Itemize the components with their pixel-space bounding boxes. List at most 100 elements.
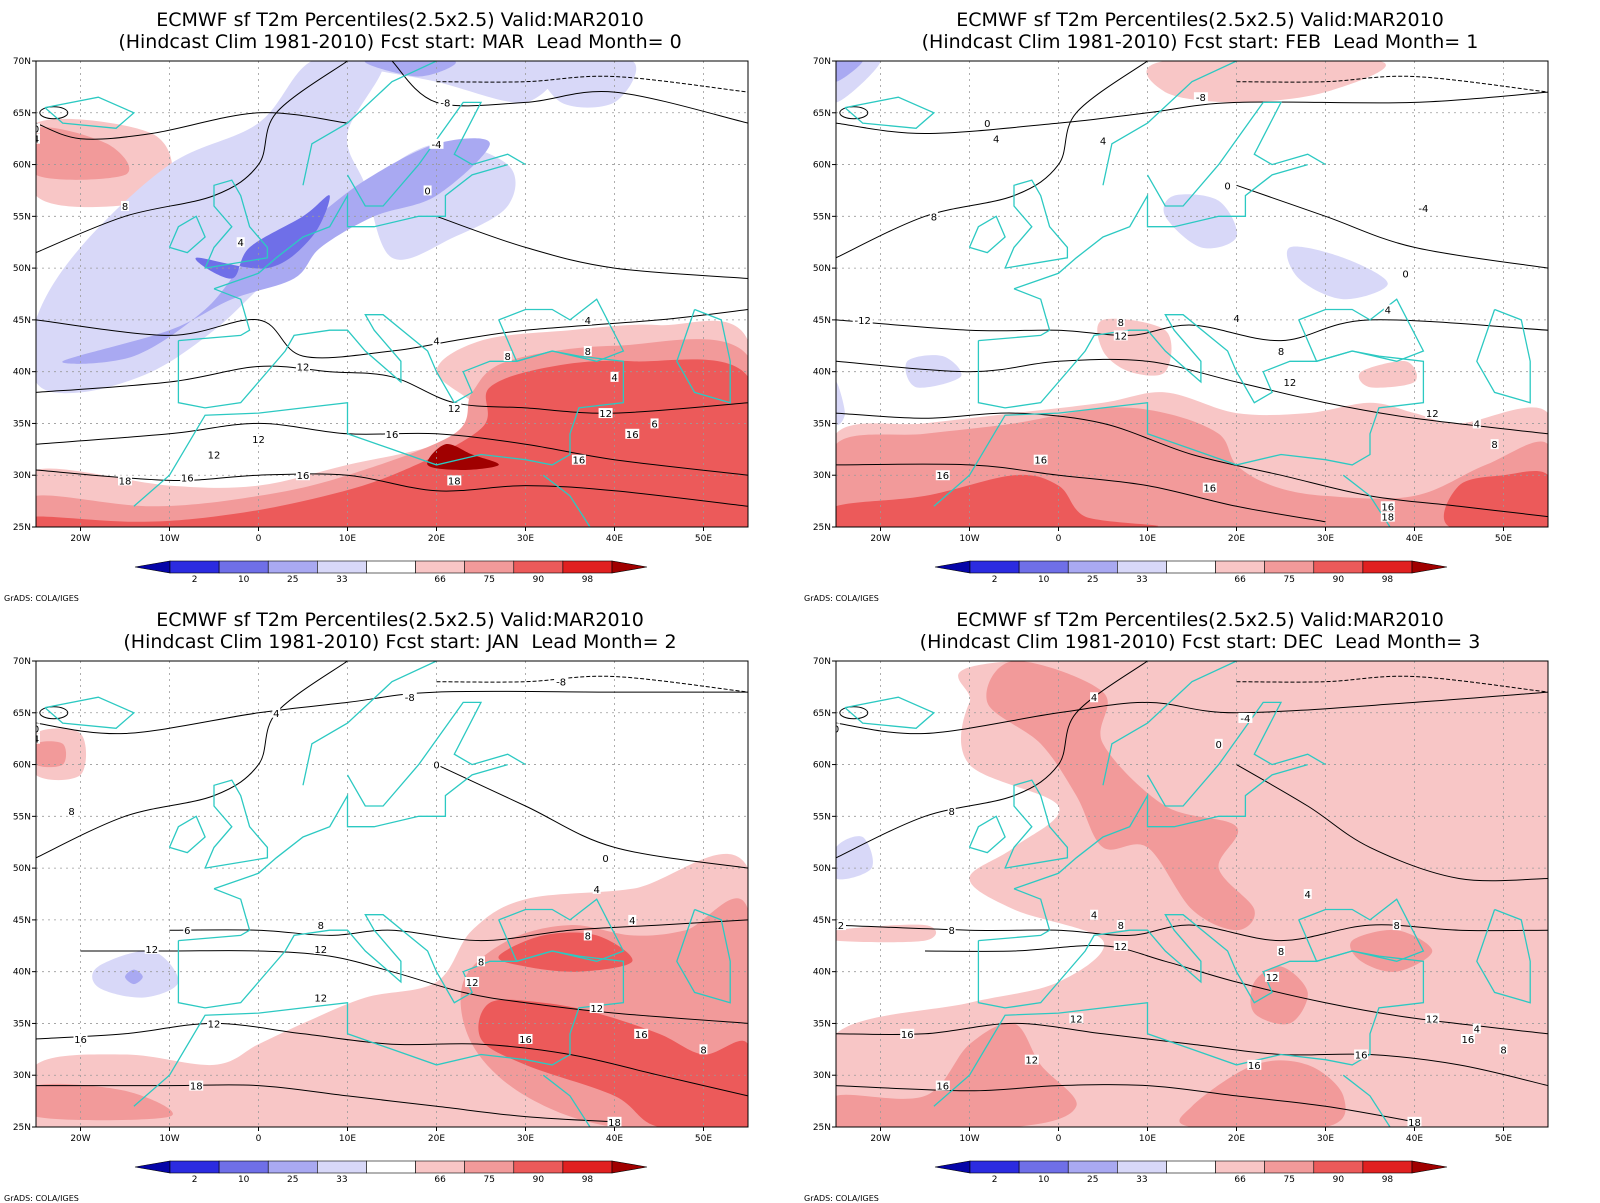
colorbar-label: 75 bbox=[483, 1175, 494, 1185]
colorbar-swatch bbox=[934, 1160, 971, 1174]
panel-title-line1: ECMWF sf T2m Percentiles(2.5x2.5) Valid:… bbox=[956, 9, 1444, 31]
coastline bbox=[1013, 163, 1308, 290]
contour-label: 12 bbox=[208, 451, 221, 462]
contour-label-bg bbox=[589, 1002, 604, 1013]
colorbar-swatch bbox=[169, 1160, 220, 1174]
contour-label-bg bbox=[935, 1080, 950, 1091]
contour-label: 8 bbox=[122, 202, 128, 213]
contour-label-bg bbox=[1113, 940, 1128, 951]
colorbar-label: 90 bbox=[1333, 575, 1345, 585]
contour-label: 0 bbox=[33, 724, 39, 735]
contour-label-bg bbox=[836, 920, 846, 931]
contour-label-bg bbox=[1460, 1033, 1475, 1044]
lat-tick-label: 55N bbox=[813, 212, 831, 222]
lat-tick-label: 70N bbox=[813, 657, 831, 667]
coastline bbox=[1102, 661, 1237, 786]
coastline bbox=[978, 288, 1051, 342]
contour-label-bg bbox=[207, 449, 221, 460]
percentile-shading bbox=[36, 741, 67, 768]
contour-label-bg bbox=[583, 314, 592, 325]
percentile-shading bbox=[1163, 194, 1238, 249]
colorbar-swatch bbox=[934, 560, 971, 574]
contour-label: 4 bbox=[273, 709, 279, 720]
lat-tick-label: 70N bbox=[813, 57, 831, 67]
coastline bbox=[1146, 101, 1326, 207]
coastline bbox=[968, 815, 1006, 854]
percentile-shading bbox=[836, 836, 873, 880]
colorbar-swatch bbox=[1117, 560, 1167, 574]
contour-label: 16 bbox=[1381, 502, 1394, 513]
map-panel-lead0: ECMWF sf T2m Percentiles(2.5x2.5) Valid:… bbox=[0, 0, 800, 603]
contour-label: 8 bbox=[1278, 947, 1284, 958]
contour-label: 18 bbox=[119, 476, 132, 487]
contour-label-bg bbox=[571, 454, 586, 465]
percentile-shading bbox=[836, 474, 1159, 527]
contour-label-bg bbox=[1090, 909, 1099, 920]
lat-tick-label: 40N bbox=[13, 968, 31, 978]
lon-tick-label: 10E bbox=[339, 534, 356, 544]
contour-label-bg bbox=[121, 200, 129, 211]
percentile-shading bbox=[836, 381, 845, 425]
contour-label: 4 bbox=[1474, 1025, 1480, 1036]
contour-line bbox=[836, 319, 1548, 342]
coastline bbox=[204, 779, 269, 869]
coastline bbox=[1476, 908, 1531, 1004]
contour-label: 16 bbox=[936, 1082, 949, 1093]
coastline bbox=[213, 163, 508, 290]
coastline bbox=[542, 474, 591, 527]
colorbar-swatch bbox=[1362, 1160, 1413, 1174]
contour-label: -8 bbox=[440, 98, 450, 109]
lon-tick-label: 0 bbox=[1056, 534, 1062, 544]
coastline bbox=[1342, 1074, 1391, 1127]
contour-label-bg bbox=[503, 351, 512, 362]
colorbar-swatch bbox=[1264, 560, 1315, 574]
contour-label: 0 bbox=[1402, 269, 1408, 280]
contour-label-bg bbox=[1247, 1059, 1262, 1070]
contour-label: 16 bbox=[635, 1030, 648, 1041]
colorbar-label: 10 bbox=[238, 575, 250, 585]
coastline bbox=[933, 914, 1425, 1107]
coastline bbox=[133, 914, 625, 1107]
contour-label: 0 bbox=[1216, 740, 1222, 751]
contour-label: 4 bbox=[1305, 890, 1311, 901]
lon-tick-label: 10W bbox=[959, 534, 979, 544]
lat-tick-label: 60N bbox=[813, 761, 831, 771]
grads-credit: GrADS: COLA/IGES bbox=[4, 594, 79, 603]
panel-title-line2: (Hindcast Clim 1981-2010) Fcst start: FE… bbox=[921, 31, 1479, 53]
contour-label: 4 bbox=[594, 885, 600, 896]
percentile-shading bbox=[36, 1083, 173, 1121]
colorbar-swatch bbox=[562, 560, 613, 574]
lon-tick-label: 30E bbox=[517, 1134, 534, 1144]
contour-label: 0 bbox=[433, 761, 439, 772]
lon-tick-label: 40E bbox=[606, 1134, 623, 1144]
contour-line bbox=[36, 690, 748, 735]
grads-credit: GrADS: COLA/IGES bbox=[804, 594, 879, 603]
contour-label: 16 bbox=[1248, 1061, 1261, 1072]
panel-title-line1: ECMWF sf T2m Percentiles(2.5x2.5) Valid:… bbox=[156, 609, 644, 631]
contour-line bbox=[436, 764, 748, 869]
contour-label: 4 bbox=[33, 135, 39, 146]
coastline bbox=[676, 908, 731, 1004]
colorbar-label: 66 bbox=[434, 1175, 446, 1185]
contour-line bbox=[836, 463, 1326, 523]
contour-label: 18 bbox=[190, 1082, 203, 1093]
contour-label-bg bbox=[610, 371, 619, 382]
colorbar-swatch bbox=[969, 560, 1020, 574]
contour-label: 12 bbox=[252, 435, 265, 446]
coastline bbox=[133, 314, 625, 507]
lon-tick-label: 0 bbox=[1056, 1134, 1062, 1144]
contour-label: 12 bbox=[1426, 409, 1439, 420]
contour-line bbox=[169, 919, 748, 942]
colorbar-swatch bbox=[134, 1160, 171, 1174]
contour-line bbox=[1236, 184, 1548, 269]
contour-label-bg bbox=[983, 118, 992, 129]
contour-label-bg bbox=[601, 852, 610, 863]
percentile-shading bbox=[1443, 470, 1548, 527]
lat-tick-label: 65N bbox=[13, 709, 31, 719]
colorbar-swatch bbox=[267, 1160, 318, 1174]
contour-label-bg bbox=[118, 475, 132, 486]
lon-tick-label: 20E bbox=[428, 1134, 445, 1144]
colorbar-swatch bbox=[1411, 560, 1448, 574]
